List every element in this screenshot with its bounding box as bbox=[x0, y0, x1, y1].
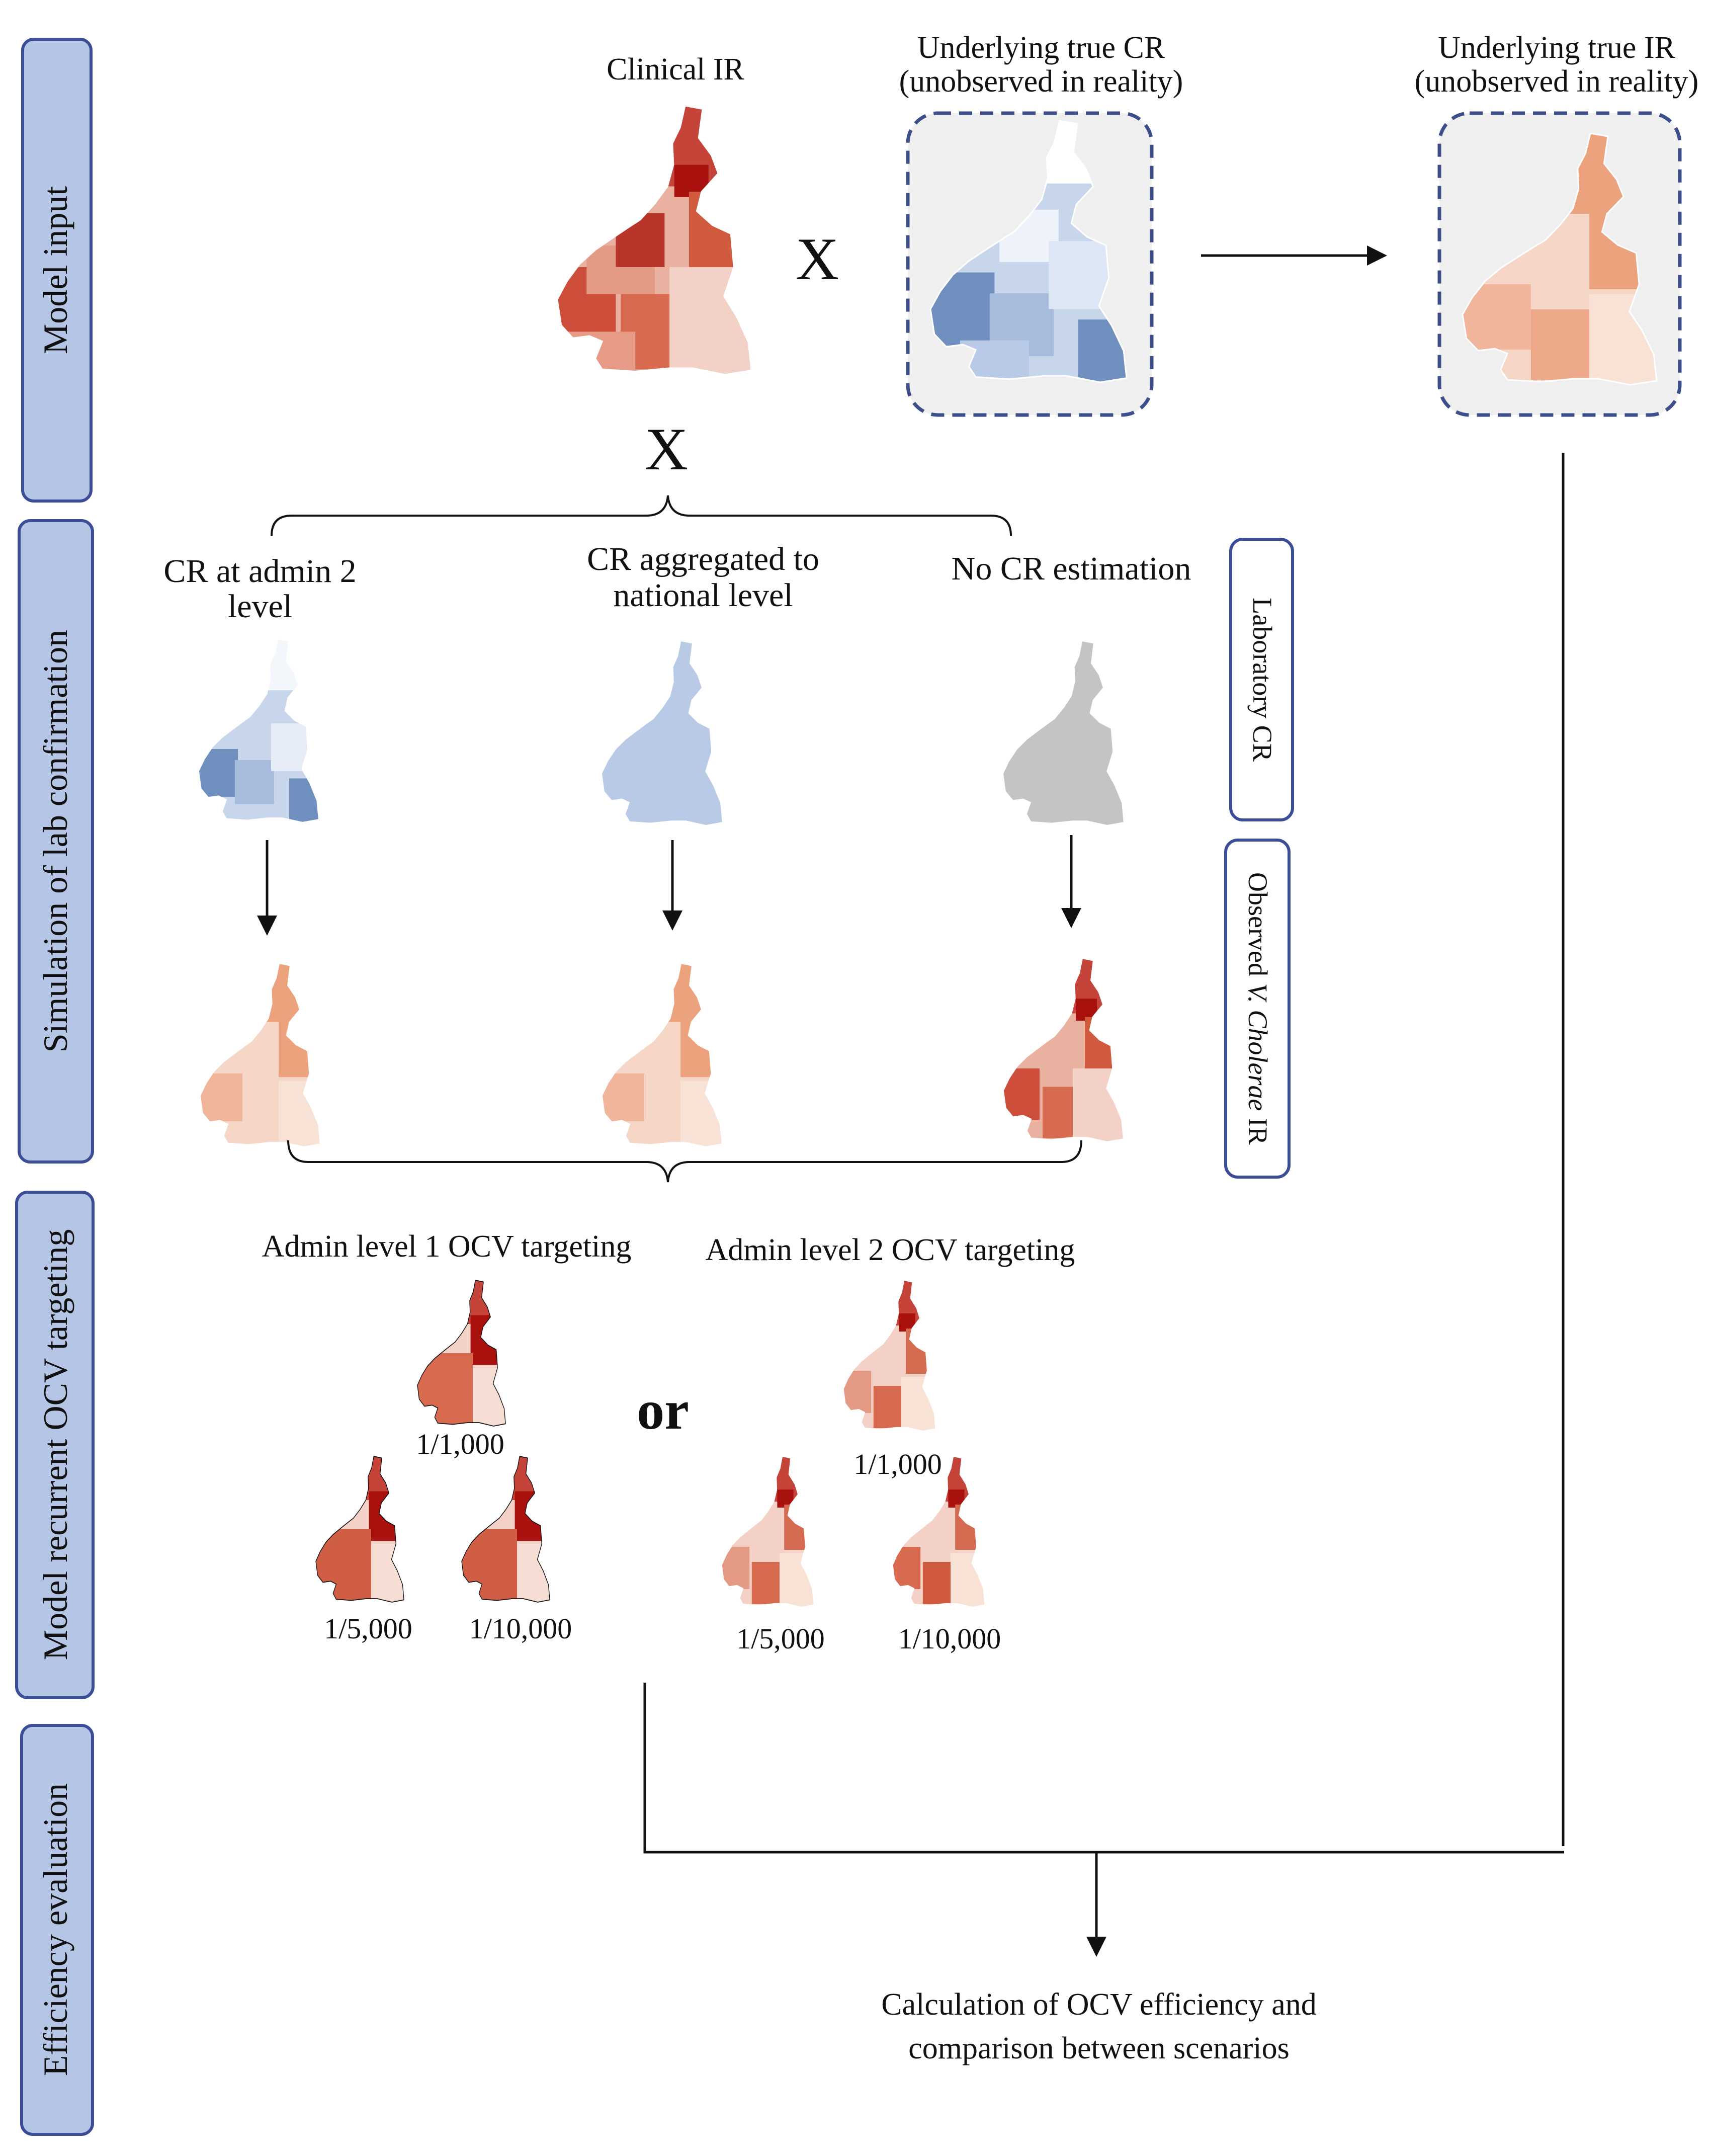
observed-ir-tab: Observed V. Cholerae IR bbox=[1224, 839, 1291, 1179]
evaluation-line2: comparison between scenarios bbox=[908, 2031, 1290, 2065]
multiply-symbol: X bbox=[796, 225, 839, 292]
admin2-scale-1000: 1/1,000 bbox=[853, 1448, 942, 1480]
laboratory-cr-tab: Laboratory CR bbox=[1229, 538, 1294, 821]
laboratory-cr-label: Laboratory CR bbox=[1247, 598, 1277, 761]
side-panel-efficiency-evaluation: Efficiency evaluation bbox=[20, 1724, 94, 2136]
side-panel-ocv-targeting: Model recurrent OCV targeting bbox=[15, 1191, 95, 1699]
true-ir-map bbox=[1462, 132, 1658, 386]
admin2-map-1000 bbox=[843, 1280, 936, 1432]
admin2-scale-10000: 1/10,000 bbox=[898, 1622, 1001, 1655]
side-panel-model-input-label: Model input bbox=[36, 186, 74, 354]
scenario-national-title-line2: national level bbox=[613, 577, 793, 614]
observed-ir-none-map bbox=[1002, 957, 1124, 1143]
observed-ir-prefix: Observed bbox=[1243, 872, 1273, 983]
observed-ir-national-map bbox=[601, 962, 723, 1148]
evaluation-line1: Calculation of OCV efficiency and bbox=[881, 1987, 1316, 2022]
or-label: or bbox=[637, 1379, 689, 1441]
admin2-map-5000 bbox=[721, 1456, 814, 1608]
admin2-scale-5000: 1/5,000 bbox=[736, 1622, 825, 1655]
admin1-targeting-title: Admin level 1 OCV targeting bbox=[262, 1229, 632, 1264]
true-cr-title-line2: (unobserved in reality) bbox=[899, 64, 1183, 99]
admin1-map-10000 bbox=[461, 1456, 550, 1603]
cr-admin2-map bbox=[198, 638, 319, 823]
side-panel-ocv-targeting-label: Model recurrent OCV targeting bbox=[36, 1229, 74, 1661]
clinical-ir-title: Clinical IR bbox=[607, 52, 744, 87]
admin1-scale-10000: 1/10,000 bbox=[469, 1612, 572, 1645]
observed-brace bbox=[287, 1140, 1082, 1183]
cr-national-map bbox=[602, 641, 722, 825]
observed-ir-label: Observed V. Cholerae IR bbox=[1243, 872, 1273, 1145]
admin1-scale-5000: 1/5,000 bbox=[324, 1612, 412, 1645]
scenario-admin2-title-line2: level bbox=[228, 588, 292, 625]
side-panel-efficiency-evaluation-label: Efficiency evaluation bbox=[36, 1783, 74, 2076]
admin1-map-1000 bbox=[417, 1280, 506, 1427]
scenario-national-title-line1: CR aggregated to bbox=[587, 541, 819, 577]
evaluation-connector bbox=[643, 1683, 1564, 1854]
true-cr-title-line1: Underlying true CR bbox=[917, 31, 1165, 65]
true-ir-title-line2: (unobserved in reality) bbox=[1415, 64, 1699, 99]
side-panel-model-input: Model input bbox=[21, 38, 93, 503]
admin2-targeting-title: Admin level 2 OCV targeting bbox=[706, 1233, 1075, 1267]
clinical-ir-map bbox=[556, 105, 752, 376]
side-panel-lab-confirmation: Simulation of lab confirmation bbox=[18, 519, 94, 1164]
scenario-none-title: No CR estimation bbox=[952, 550, 1191, 587]
observed-ir-suffix: IR bbox=[1243, 1111, 1273, 1145]
true-ir-title-line1: Underlying true IR bbox=[1438, 31, 1675, 65]
scenario-admin2-title-line1: CR at admin 2 bbox=[163, 553, 356, 590]
scenario-brace bbox=[271, 495, 1012, 536]
true-cr-map bbox=[929, 120, 1128, 383]
admin1-scale-1000: 1/1,000 bbox=[416, 1428, 504, 1460]
admin1-map-5000 bbox=[315, 1456, 404, 1603]
observed-ir-admin2-map bbox=[199, 962, 321, 1148]
no-cr-map bbox=[1003, 641, 1124, 825]
side-panel-lab-confirmation-label: Simulation of lab confirmation bbox=[36, 630, 74, 1052]
true-ir-panel bbox=[1437, 111, 1682, 417]
observed-ir-species: V. Cholerae bbox=[1243, 983, 1273, 1111]
true-cr-panel bbox=[906, 111, 1154, 417]
multiply-symbol-lower: X bbox=[645, 416, 689, 482]
